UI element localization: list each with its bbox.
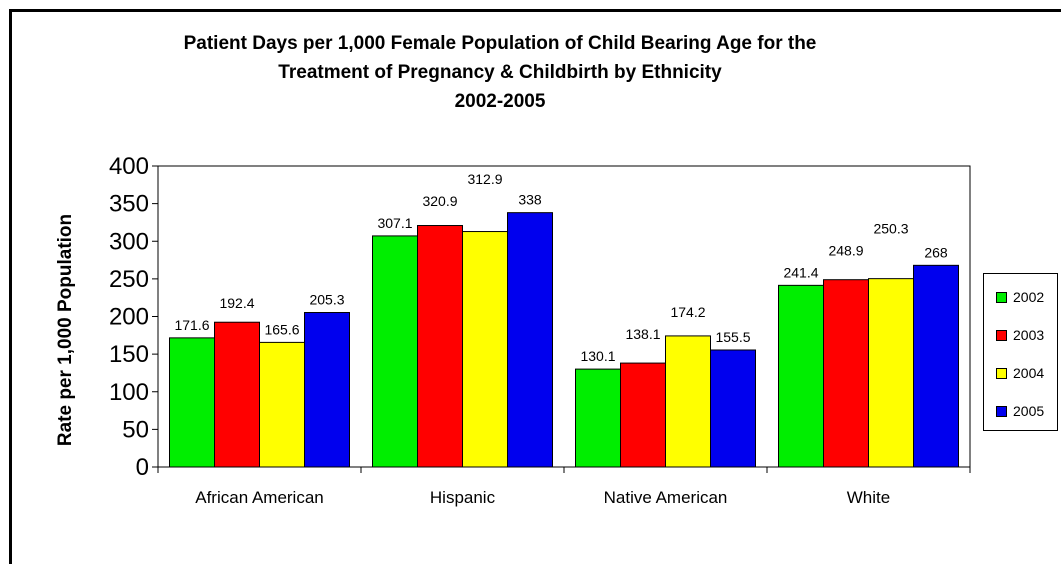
y-tick-label: 400 [109,153,149,180]
data-label: 241.4 [783,264,818,280]
data-label: 174.2 [670,304,705,320]
data-label: 268 [924,244,948,260]
x-category-label: Native American [604,488,728,507]
data-label: 205.3 [309,292,344,308]
legend-swatch-2005 [996,405,1007,417]
y-tick-label: 250 [109,266,149,293]
bar [417,225,463,468]
y-tick-label: 200 [109,304,149,331]
bar [913,264,959,468]
legend-swatch-2003 [996,329,1007,341]
data-label: 165.6 [264,321,299,337]
y-tick-label: 100 [109,379,149,406]
data-label: 338 [518,192,542,208]
bar [372,235,418,468]
bar [462,231,508,468]
legend-label-2004: 2004 [1013,365,1045,381]
bar [507,212,553,468]
bar [665,335,711,468]
y-tick-label: 350 [109,191,149,218]
data-label: 138.1 [625,326,660,342]
chart-legend: 2002 2003 2004 2005 [983,273,1058,431]
y-axis-title: Rate per 1,000 Population [55,214,76,446]
legend-item-2004: 2004 [996,363,1044,383]
data-label: 312.9 [467,171,502,187]
bar [823,279,869,468]
legend-swatch-2002 [996,291,1007,303]
data-label: 155.5 [715,329,750,345]
x-category-label: Hispanic [430,488,496,507]
bar [710,349,756,468]
data-label: 130.1 [580,348,615,364]
y-tick-label: 150 [109,341,149,368]
legend-swatch-2004 [996,367,1007,379]
y-tick-label: 300 [109,228,149,255]
data-label: 320.9 [422,193,457,209]
bar [214,321,260,468]
bar [868,278,914,468]
legend-item-2005: 2005 [996,401,1044,421]
legend-label-2003: 2003 [1013,327,1045,343]
data-label: 192.4 [219,295,254,311]
legend-label-2002: 2002 [1013,289,1045,305]
bar [620,362,666,468]
plot-area: 0 50 100 150 200 250 300 350 400 African American… [109,153,971,507]
legend-item-2003: 2003 [996,325,1044,345]
chart-title-line-1: Patient Days per 1,000 Female Population… [183,33,817,54]
bar [575,368,621,468]
bar [259,341,305,468]
y-tick-label: 50 [122,416,149,443]
legend-item-2002: 2002 [996,287,1044,307]
chart-title-line-3: 2002-2005 [454,91,546,112]
data-label: 250.3 [873,220,908,236]
bar [304,312,350,468]
bar [169,337,215,468]
bar [778,284,824,468]
legend-label-2005: 2005 [1013,403,1045,419]
chart-title-line-2: Treatment of Pregnancy & Childbirth by E… [278,62,722,83]
data-label: 248.9 [828,242,863,258]
data-label: 307.1 [377,215,412,231]
data-label: 171.6 [174,317,209,333]
x-category-label: African American [195,488,324,507]
x-category-label: White [847,488,890,507]
y-tick-label: 0 [136,454,149,481]
